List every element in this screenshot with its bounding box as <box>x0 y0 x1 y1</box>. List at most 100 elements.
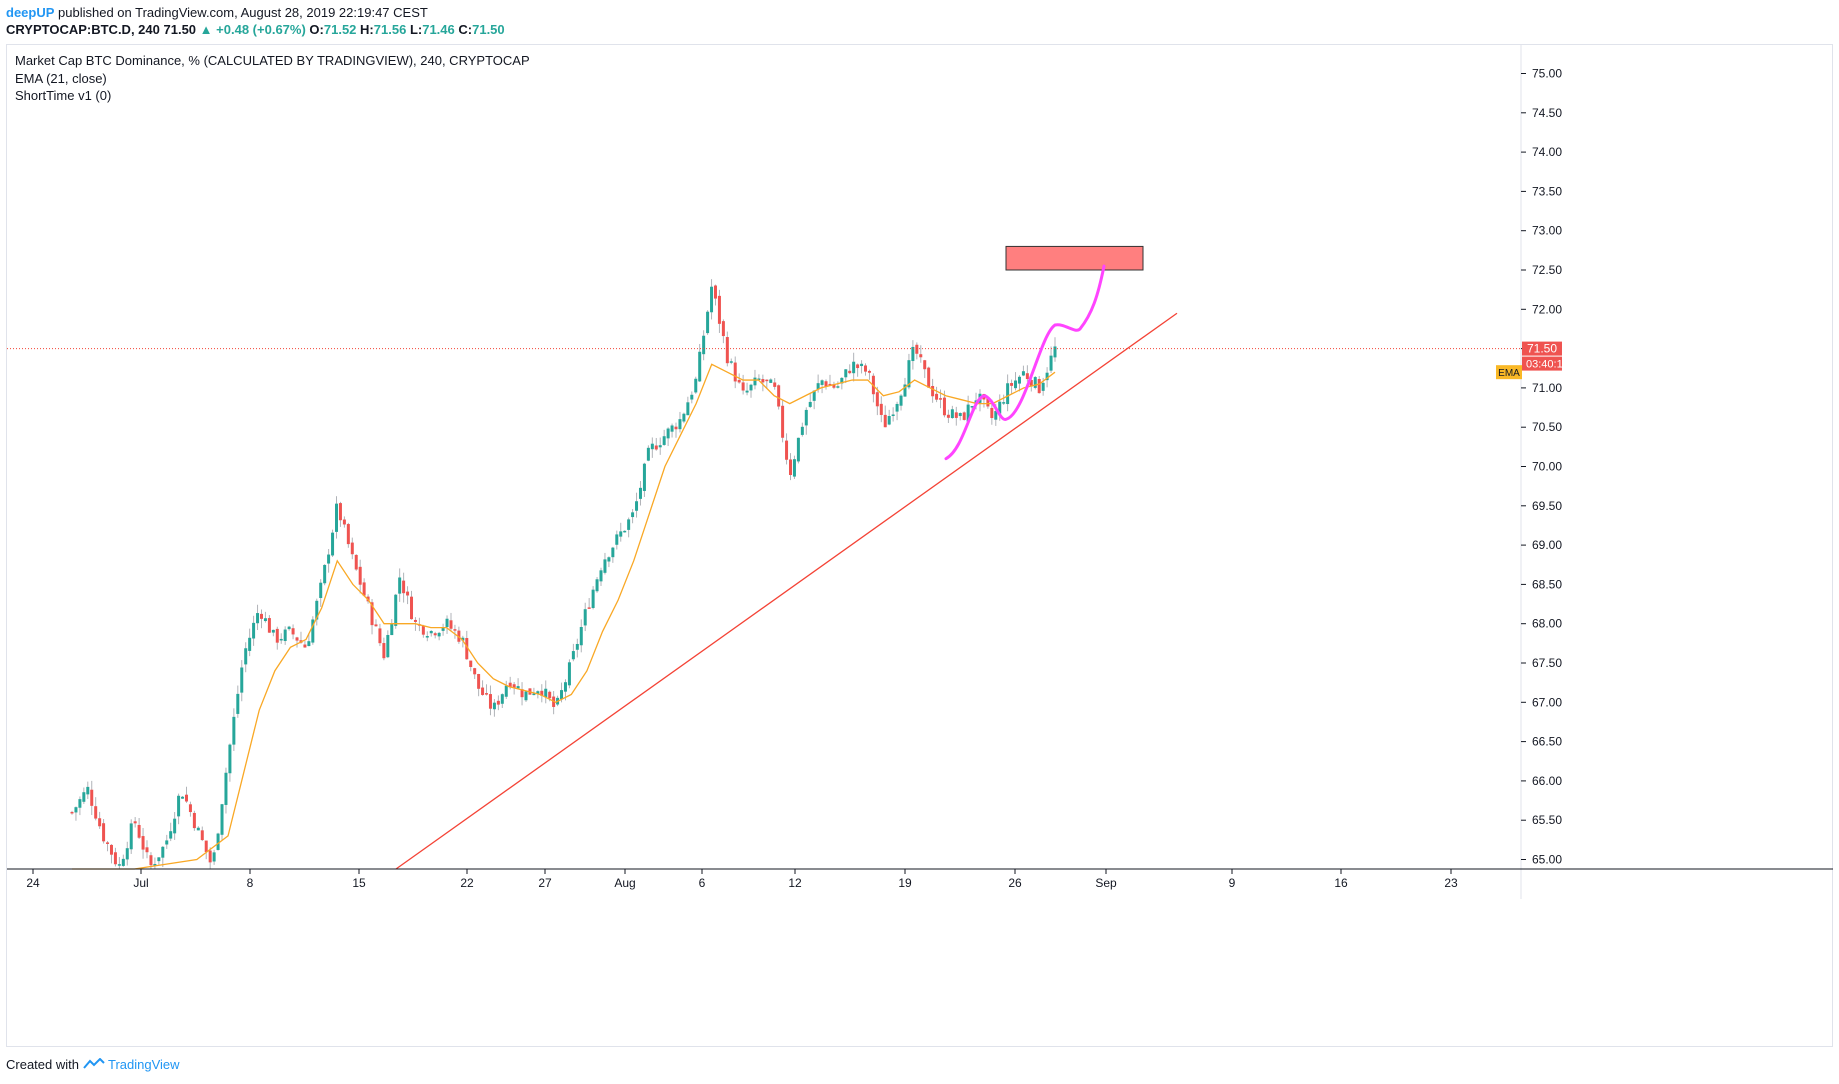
y-tick-label: 66.50 <box>1532 735 1562 749</box>
candle-up <box>682 413 686 422</box>
candle-up <box>390 623 394 636</box>
candle-down <box>413 619 417 622</box>
candle-down <box>303 644 307 648</box>
candle-down <box>990 407 994 419</box>
candle-up <box>244 648 248 665</box>
projection-curve[interactable] <box>944 264 1106 461</box>
x-tick-label: Aug <box>614 876 635 890</box>
candle-up <box>532 693 536 696</box>
candle-up <box>307 641 311 647</box>
candle-up <box>157 857 161 862</box>
candle-up <box>315 600 319 620</box>
candle-up <box>1006 383 1010 405</box>
symbol-label[interactable]: CRYPTOCAP:BTC.D, 240 <box>6 22 160 37</box>
candle-down <box>520 689 524 698</box>
shorttime-legend[interactable]: ShortTime v1 (0) <box>15 88 112 103</box>
ema-legend[interactable]: EMA (21, close) <box>15 71 107 86</box>
published-text: published on TradingView.com, August 28,… <box>54 5 428 20</box>
y-tick-label: 69.50 <box>1532 499 1562 513</box>
candle-up <box>121 858 125 866</box>
candle-up <box>903 384 907 397</box>
x-tick-label: 15 <box>352 876 366 890</box>
candle-up <box>646 447 650 461</box>
candle-up <box>165 840 169 845</box>
low-value: 71.46 <box>422 22 455 37</box>
candle-up <box>252 622 256 639</box>
y-tick-label: 67.00 <box>1532 695 1562 709</box>
close-value: 71.50 <box>472 22 505 37</box>
candle-up <box>563 682 567 692</box>
candle-down <box>939 398 943 400</box>
candle-down <box>102 823 106 842</box>
candle-up <box>650 443 654 450</box>
candle-up <box>702 335 706 355</box>
candle-down <box>141 836 145 850</box>
candle-down <box>485 693 489 695</box>
low-label: L: <box>409 22 423 37</box>
chart-frame[interactable] <box>6 44 1833 1047</box>
x-tick-label: Jul <box>133 876 148 890</box>
x-tick-label: 16 <box>1334 876 1348 890</box>
candle-up <box>177 795 181 817</box>
author-link[interactable]: deepUP <box>6 5 55 20</box>
candle-up <box>240 667 244 693</box>
candle-up <box>536 691 540 694</box>
candle-up <box>504 685 508 697</box>
candle-down <box>370 602 374 626</box>
candle-up <box>220 804 224 835</box>
candle-down <box>540 690 544 696</box>
candle-up <box>560 690 564 700</box>
candle-down <box>883 414 887 428</box>
x-tick-label: 12 <box>788 876 802 890</box>
candle-down <box>109 844 113 855</box>
candle-down <box>725 337 729 364</box>
x-tick-label: 26 <box>1008 876 1022 890</box>
y-tick-label: 67.50 <box>1532 656 1562 670</box>
candle-down <box>481 687 485 695</box>
candle-up <box>425 636 429 638</box>
candle-down <box>879 403 883 415</box>
y-tick-label: 69.00 <box>1532 538 1562 552</box>
candle-up <box>279 638 283 641</box>
candle-up <box>615 534 619 545</box>
candle-up <box>173 818 177 834</box>
candle-down <box>824 381 828 387</box>
candle-down <box>935 393 939 400</box>
y-tick-label: 71.00 <box>1532 381 1562 395</box>
ema-line <box>72 363 1056 870</box>
target-zone-box[interactable] <box>1005 245 1144 271</box>
x-tick-label: 19 <box>898 876 912 890</box>
candle-up <box>796 437 800 462</box>
candle-down <box>291 628 295 635</box>
candle-up <box>181 796 185 799</box>
candle-down <box>453 629 457 631</box>
candle-down <box>457 630 461 642</box>
candle-down <box>927 367 931 388</box>
tradingview-brand[interactable]: TradingView <box>108 1057 180 1072</box>
candle-up <box>394 594 398 626</box>
candle-up <box>816 383 820 390</box>
x-tick-label: 27 <box>538 876 552 890</box>
candle-down <box>717 295 721 324</box>
candle-up <box>516 686 520 689</box>
candle-down <box>942 397 946 416</box>
candle-up <box>619 531 623 537</box>
candle-down <box>856 364 860 369</box>
candle-down <box>931 385 935 397</box>
candle-down <box>358 566 362 585</box>
candle-down <box>713 285 717 299</box>
y-tick-label: 68.00 <box>1532 617 1562 631</box>
high-value: 71.56 <box>373 22 407 37</box>
candle-up <box>1033 377 1037 388</box>
candle-up <box>670 425 674 432</box>
y-tick-label: 72.50 <box>1532 263 1562 277</box>
candle-up <box>544 688 548 698</box>
overlays <box>7 245 1521 870</box>
candle-up <box>658 445 662 448</box>
candle-up <box>678 419 682 430</box>
candle-down <box>1029 380 1033 387</box>
trendline[interactable] <box>395 312 1178 870</box>
ema-badge <box>1496 365 1522 380</box>
candle-up <box>1049 355 1053 371</box>
